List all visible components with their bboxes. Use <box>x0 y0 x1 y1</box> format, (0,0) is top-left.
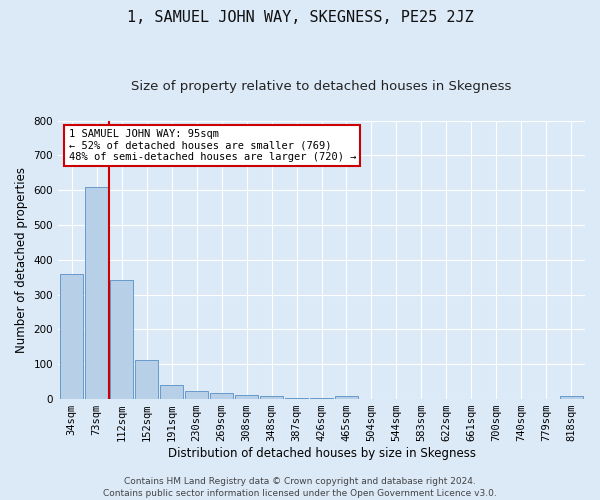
Title: Size of property relative to detached houses in Skegness: Size of property relative to detached ho… <box>131 80 512 93</box>
Bar <box>335 396 358 399</box>
Text: 1 SAMUEL JOHN WAY: 95sqm
← 52% of detached houses are smaller (769)
48% of semi-: 1 SAMUEL JOHN WAY: 95sqm ← 52% of detach… <box>68 129 356 162</box>
Bar <box>85 186 108 399</box>
Y-axis label: Number of detached properties: Number of detached properties <box>15 167 28 353</box>
Bar <box>560 396 583 399</box>
X-axis label: Distribution of detached houses by size in Skegness: Distribution of detached houses by size … <box>167 447 476 460</box>
Bar <box>185 392 208 399</box>
Text: Contains HM Land Registry data © Crown copyright and database right 2024.
Contai: Contains HM Land Registry data © Crown c… <box>103 476 497 498</box>
Bar <box>135 360 158 399</box>
Bar <box>260 396 283 399</box>
Bar <box>235 394 258 399</box>
Text: 1, SAMUEL JOHN WAY, SKEGNESS, PE25 2JZ: 1, SAMUEL JOHN WAY, SKEGNESS, PE25 2JZ <box>127 10 473 25</box>
Bar <box>160 385 183 399</box>
Bar <box>310 398 333 399</box>
Bar <box>60 274 83 399</box>
Bar <box>210 393 233 399</box>
Bar <box>110 280 133 399</box>
Bar <box>285 398 308 399</box>
